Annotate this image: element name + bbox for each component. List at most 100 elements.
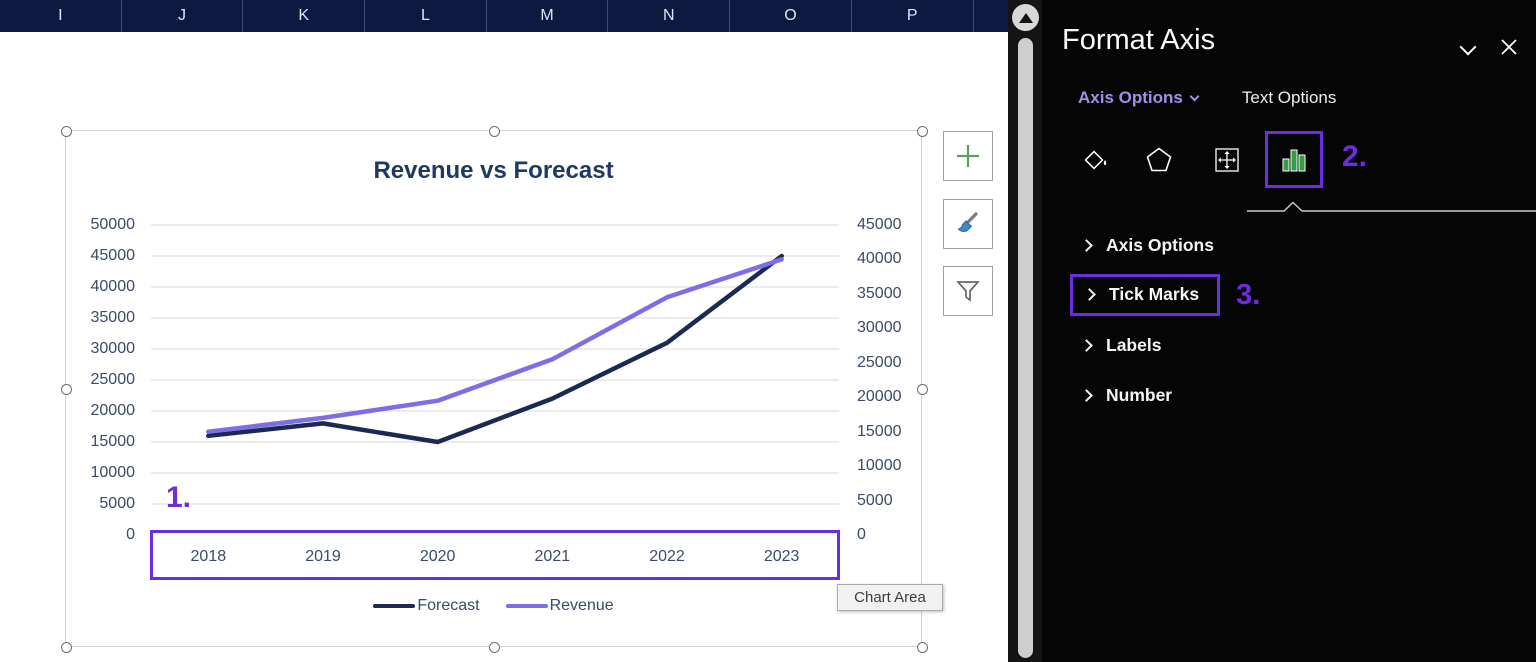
legend-item-revenue: Revenue [505,597,614,615]
chevron-right-icon [1080,388,1093,402]
size-properties-icon [1215,148,1239,172]
chevron-right-icon [1080,238,1093,252]
axis-options-icon-selected-box[interactable] [1265,131,1323,188]
chart-filters-button[interactable] [943,266,993,316]
right-axis-tick-label: 35000 [857,284,902,302]
format-axis-pane: Format Axis Axis Options Text Options [1042,0,1536,662]
section-label: Number [1106,384,1173,405]
chart-object[interactable]: Revenue vs Forecast 50000 45000 40000 35000… [60,125,928,653]
effects-button[interactable] [1137,138,1181,182]
right-axis-tick-label: 15000 [857,422,902,440]
section-tick-marks[interactable]: Tick Marks 3. [1042,270,1536,320]
fill-line-button[interactable] [1072,138,1116,182]
panel-sections: Axis Options Tick Marks 3. Labels Number [1042,220,1536,420]
section-header[interactable]: Labels [1080,334,1162,356]
legend-swatch [505,603,548,609]
section-header[interactable]: Tick Marks [1070,274,1221,316]
left-axis-tick-label: 25000 [90,371,136,388]
x-axis-selection-highlight[interactable] [150,530,840,580]
section-number[interactable]: Number [1042,370,1536,420]
left-axis-tick-label: 15000 [90,433,136,450]
selection-handle[interactable] [916,641,928,653]
selection-handle[interactable] [488,641,500,653]
chevron-down-icon [1189,91,1200,101]
right-axis-tick-label: 20000 [857,388,902,406]
column-header-I[interactable]: I [0,0,122,32]
right-axis-tick-label: 5000 [857,491,893,509]
left-axis-tick-label: 30000 [90,340,136,357]
selection-handle[interactable] [488,125,500,137]
section-header[interactable]: Axis Options [1080,234,1214,256]
chart-legend: Forecast Revenue [66,597,921,615]
x-axis-tick-label: 2018 [190,548,227,565]
chart-title: Revenue vs Forecast [373,157,614,184]
column-header-M[interactable]: M [487,0,609,32]
column-header-K[interactable]: K [243,0,366,32]
left-axis-tick-label: 35000 [90,309,136,326]
chart-elements-plus-icon [957,145,979,167]
left-axis-tick-label: 0 [126,526,135,543]
legend-item-forecast: Forecast [373,597,480,615]
chart-elements-button[interactable] [943,131,993,181]
chart-filter-funnel-icon [956,281,980,302]
section-header[interactable]: Number [1080,384,1173,406]
x-axis-tick-label: 2020 [419,548,456,565]
column-header-J[interactable]: J [122,0,244,32]
column-header-L[interactable]: L [365,0,487,32]
selection-handle[interactable] [916,383,928,395]
right-axis-tick-label: 45000 [857,216,902,233]
x-axis-tick-label: 2022 [649,548,685,565]
chevron-right-icon [1080,338,1093,352]
section-label: Tick Marks [1109,284,1200,304]
axis-chart-icon [1282,149,1306,171]
annotation-step-3: 3. [1236,278,1261,311]
selection-handle[interactable] [916,125,928,137]
chevron-down-icon [1459,38,1477,56]
section-label: Labels [1106,334,1162,355]
right-axis-tick-label: 40000 [857,250,902,268]
x-axis-tick-label: 2023 [763,548,800,565]
legend-label: Revenue [549,597,614,614]
vertical-scrollbar[interactable] [1008,0,1042,662]
selection-handle[interactable] [60,125,72,137]
scrollbar-thumb[interactable] [1018,38,1033,658]
tab-axis-options[interactable]: Axis Options [1078,88,1200,108]
tab-text-options[interactable]: Text Options [1241,88,1337,107]
section-labels[interactable]: Labels [1042,320,1536,370]
series-line-revenue[interactable] [206,257,784,434]
section-label: Axis Options [1106,234,1214,255]
right-axis-tick-label: 10000 [857,457,902,475]
left-axis-tick-label: 45000 [90,247,136,264]
left-axis-tick-label: 40000 [90,278,136,295]
tab-label: Axis Options [1078,88,1183,107]
chart-area-tooltip: Chart Area [837,584,943,611]
chevron-right-icon [1083,288,1096,301]
selection-handle[interactable] [60,383,72,395]
pane-close-button[interactable] [1498,36,1522,60]
size-properties-button[interactable] [1205,138,1249,182]
chart-styles-button[interactable] [943,199,993,249]
selection-handle[interactable] [60,641,72,653]
pane-collapse-button[interactable] [1459,38,1477,58]
column-header-O[interactable]: O [730,0,852,32]
legend-label: Forecast [417,597,480,614]
x-axis-tick-label: 2019 [305,548,341,565]
right-axis-tick-label: 0 [857,526,866,543]
right-axis-tick-label: 25000 [857,353,902,371]
left-axis-tick-label: 20000 [90,402,136,419]
column-header-P[interactable]: P [852,0,974,32]
right-axis-tick-label: 30000 [857,319,902,337]
pane-title: Format Axis [1062,24,1216,56]
fill-line-icon [1084,150,1107,170]
close-icon [1501,39,1517,55]
column-header-N[interactable]: N [608,0,731,32]
section-axis-options[interactable]: Axis Options [1042,220,1536,270]
series-line-forecast[interactable] [206,253,784,445]
effects-pentagon-icon [1146,147,1172,172]
x-axis-tick-label: 2021 [534,548,571,565]
annotation-step-1: 1. [166,481,192,514]
scroll-up-button[interactable] [1012,4,1039,31]
